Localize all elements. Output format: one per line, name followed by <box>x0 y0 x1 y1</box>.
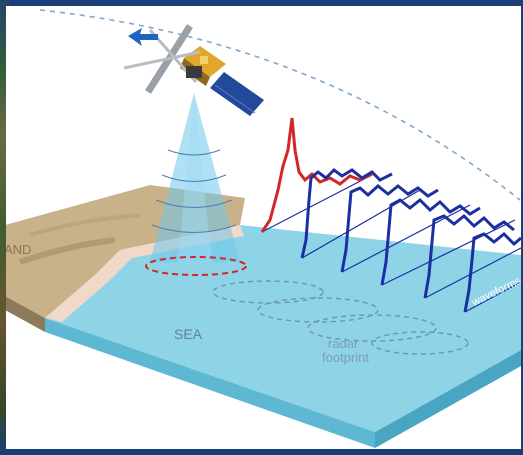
sea-front-face <box>45 318 375 448</box>
orbit-path <box>39 9 521 201</box>
waveform-line <box>424 247 521 299</box>
satellite-solar-panel <box>210 72 264 116</box>
diagram-panel: AND SEA radar footprint waveforms <box>6 6 521 449</box>
radar-beam-core <box>178 93 212 262</box>
beam-ring <box>167 149 221 156</box>
beam-ring <box>151 224 237 233</box>
altimetry-diagram <box>6 9 521 448</box>
sea-echo-waveform <box>340 184 439 273</box>
land-label: AND <box>6 242 32 257</box>
sea-echo-waveform <box>423 213 515 299</box>
radar-footprint-label-2: footprint <box>322 350 369 365</box>
sea-echo-waveform <box>380 197 481 286</box>
sea-label: SEA <box>174 326 203 342</box>
radar-footprint-current <box>145 256 247 276</box>
waveform-line <box>341 204 471 273</box>
sea-surface <box>45 225 521 432</box>
background-photo-edge <box>0 0 10 455</box>
waveform-line <box>464 281 521 313</box>
land-echo-waveform <box>260 117 373 233</box>
waveform-line <box>261 174 373 233</box>
beam-ring <box>161 174 227 182</box>
land-front-face <box>6 296 45 332</box>
direction-arrow-icon <box>128 28 158 46</box>
land-streak <box>29 213 141 237</box>
radar-footprint-label: radar <box>328 336 359 351</box>
sea-echo-waveform <box>300 168 393 259</box>
land-streak <box>19 237 116 265</box>
sea-right-face <box>375 350 521 448</box>
sea-echo-waveform <box>463 231 521 313</box>
radar-footprint <box>371 331 469 355</box>
waveform-line <box>381 219 516 286</box>
radar-footprint <box>257 297 379 323</box>
beam-ring <box>155 199 233 208</box>
